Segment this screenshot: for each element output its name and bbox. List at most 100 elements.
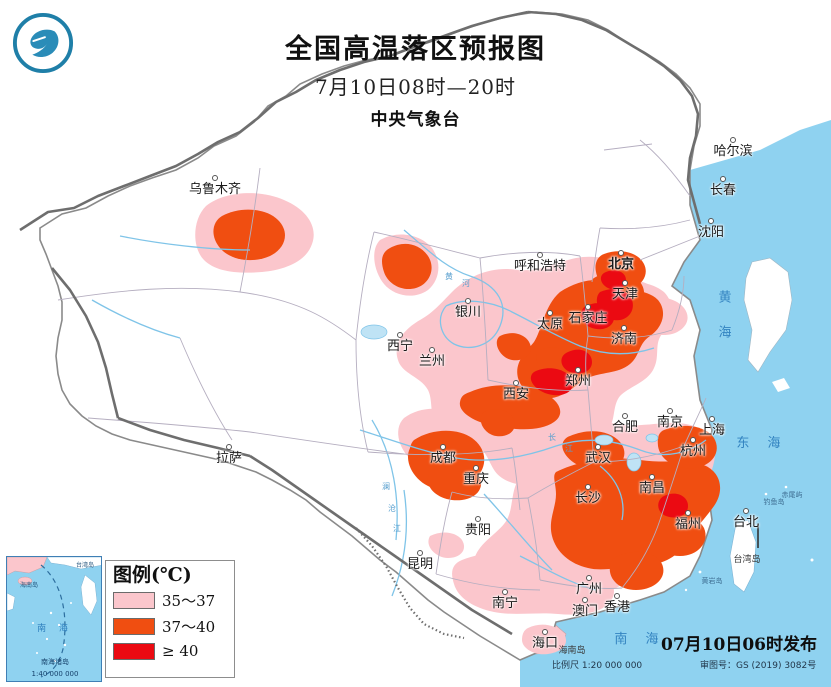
city-label: 长春 bbox=[709, 183, 737, 198]
issue-time: 07月10日06时发布 bbox=[661, 635, 817, 655]
legend-title: 图例(℃) bbox=[113, 564, 192, 586]
city-marker-dot bbox=[585, 304, 591, 310]
cma-dragon-logo bbox=[12, 12, 74, 74]
city-label: 太原 bbox=[536, 317, 564, 332]
legend-row: 37～40 bbox=[113, 616, 228, 637]
river-label: 黄 bbox=[445, 272, 453, 281]
city-label: 贵阳 bbox=[464, 523, 492, 538]
city-label: 兰州 bbox=[418, 354, 446, 369]
city-label: 南宁 bbox=[491, 596, 519, 611]
city-marker-dot bbox=[502, 589, 508, 595]
city-marker-dot bbox=[586, 575, 592, 581]
map-approval-number: 审图号：GS (2019) 3082号 bbox=[700, 661, 817, 671]
city-label: 重庆 bbox=[462, 472, 490, 487]
legend-label: ≥ 40 bbox=[162, 642, 199, 660]
river-label: 澜 bbox=[382, 482, 390, 491]
city-marker-dot bbox=[417, 550, 423, 556]
lakes-layer bbox=[360, 324, 659, 472]
city-marker-dot bbox=[685, 510, 691, 516]
city-marker-dot bbox=[730, 137, 736, 143]
city-marker-dot bbox=[618, 250, 624, 256]
legend-label: 35～37 bbox=[162, 592, 216, 610]
svg-text:南 海: 南 海 bbox=[37, 622, 73, 634]
river-label: 长 bbox=[548, 433, 556, 442]
islet-label: 黄岩岛 bbox=[701, 577, 723, 585]
city-label: 沈阳 bbox=[697, 225, 725, 240]
islet-label: 赤尾屿 bbox=[781, 491, 803, 499]
city-marker-dot bbox=[537, 252, 543, 258]
city-label: 杭州 bbox=[679, 444, 707, 459]
inset-scale: 1:40 000 000 bbox=[31, 670, 79, 678]
river-label: 沧 bbox=[388, 504, 396, 513]
heat-band-40-plus bbox=[530, 270, 688, 518]
city-label: 长沙 bbox=[574, 491, 602, 506]
legend-label: 37～40 bbox=[162, 618, 216, 636]
river-label: 江 bbox=[393, 524, 401, 533]
city-marker-dot bbox=[226, 444, 232, 450]
river-label: 江 bbox=[565, 444, 573, 453]
city-marker-dot bbox=[513, 380, 519, 386]
city-marker-dot bbox=[709, 416, 715, 422]
city-label: 济南 bbox=[610, 332, 638, 347]
city-marker-dot bbox=[397, 332, 403, 338]
city-label: 成都 bbox=[429, 451, 457, 466]
city-label: 澳门 bbox=[571, 604, 599, 619]
city-marker-dot bbox=[667, 408, 673, 414]
city-marker-dot bbox=[622, 413, 628, 419]
city-label: 合肥 bbox=[611, 420, 639, 435]
city-marker-dot bbox=[465, 298, 471, 304]
city-marker-dot bbox=[708, 218, 714, 224]
city-marker-dot bbox=[743, 508, 749, 514]
legend-box: 图例(℃) 35～37 37～40 ≥ 40 bbox=[105, 560, 235, 678]
city-label: 台北 bbox=[732, 515, 760, 530]
national-border-dotted bbox=[355, 527, 465, 640]
city-marker-dot bbox=[547, 310, 553, 316]
city-marker-dot bbox=[621, 325, 627, 331]
city-marker-dot bbox=[473, 465, 479, 471]
city-marker-dot bbox=[595, 444, 601, 450]
map-scale: 比例尺 1:20 000 000 bbox=[552, 661, 643, 671]
rivers-layer bbox=[91, 229, 707, 597]
city-label: 福州 bbox=[674, 517, 702, 532]
province-borders bbox=[57, 139, 707, 591]
city-marker-dot bbox=[582, 597, 588, 603]
city-label: 乌鲁木齐 bbox=[188, 182, 242, 197]
city-marker-dot bbox=[475, 516, 481, 522]
city-marker-dot bbox=[440, 444, 446, 450]
svg-text:海南岛: 海南岛 bbox=[20, 581, 38, 589]
city-marker-dot bbox=[690, 437, 696, 443]
city-marker-dot bbox=[649, 474, 655, 480]
city-label: 西宁 bbox=[386, 339, 414, 354]
legend-row: ≥ 40 bbox=[113, 642, 228, 660]
svg-text:台湾岛: 台湾岛 bbox=[76, 561, 94, 569]
legend-swatch bbox=[113, 642, 155, 660]
city-label: 武汉 bbox=[584, 451, 612, 466]
city-label: 香港 bbox=[603, 600, 631, 615]
city-marker-dot bbox=[575, 367, 581, 373]
island-label: 海南岛 bbox=[558, 646, 586, 656]
city-label: 银川 bbox=[454, 305, 482, 320]
city-marker-dot bbox=[429, 347, 435, 353]
river-label: 河 bbox=[462, 279, 470, 288]
sea-label: 东 海 bbox=[736, 436, 788, 451]
city-label: 北京 bbox=[607, 257, 635, 272]
city-label: 郑州 bbox=[564, 374, 592, 389]
legend-swatch bbox=[113, 618, 155, 635]
city-label: 南昌 bbox=[638, 481, 666, 496]
city-marker-dot bbox=[585, 484, 591, 490]
legend-rows: 35～37 37～40 ≥ 40 bbox=[113, 590, 228, 660]
sea-label: 黄 海 bbox=[715, 290, 731, 348]
city-label: 上海 bbox=[698, 423, 726, 438]
city-marker-dot bbox=[212, 175, 218, 181]
city-marker-dot bbox=[614, 593, 620, 599]
islet-label: 钓鱼岛 bbox=[763, 498, 785, 506]
city-marker-dot bbox=[622, 280, 628, 286]
island-label: 台湾岛 bbox=[733, 555, 761, 565]
city-label: 西安 bbox=[502, 387, 530, 402]
city-label: 海口 bbox=[531, 636, 559, 651]
legend-row: 35～37 bbox=[113, 590, 228, 611]
city-label: 石家庄 bbox=[568, 311, 608, 326]
city-label: 广州 bbox=[575, 582, 603, 597]
south-china-sea-inset: 南 海 台湾岛 海南岛 南海诸岛 1:40 000 000 bbox=[6, 556, 102, 682]
